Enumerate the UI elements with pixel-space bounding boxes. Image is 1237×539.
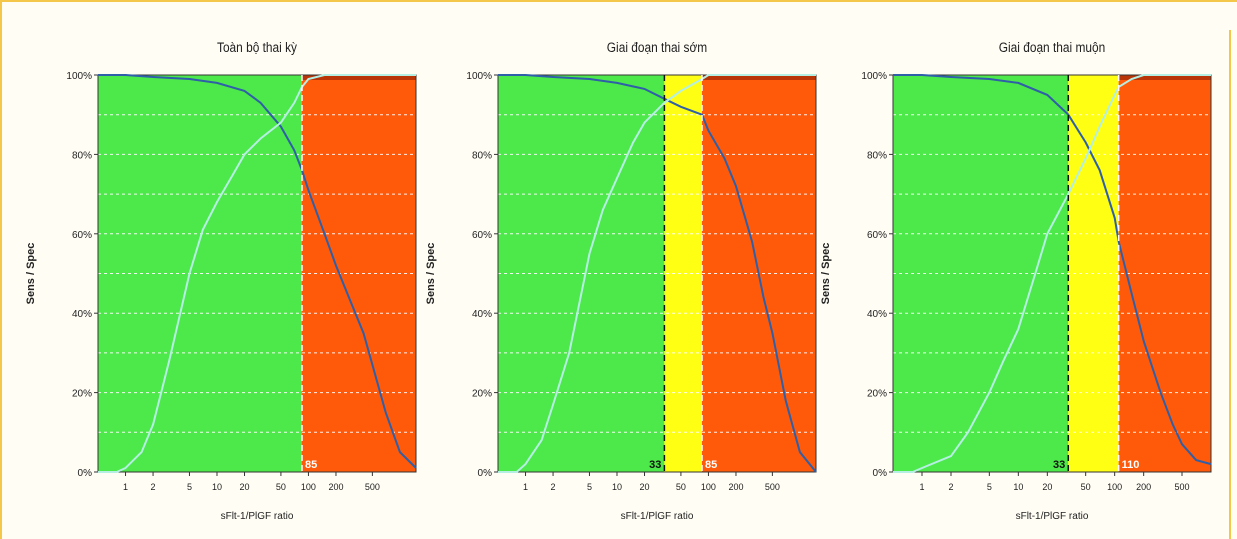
y-tick-label: 80% xyxy=(72,150,92,161)
chart-title: Giai đoạn thai muộn xyxy=(999,39,1105,55)
x-tick-label: 2 xyxy=(948,482,953,492)
x-tick-label: 200 xyxy=(1136,482,1151,492)
zone-top-shade xyxy=(1118,75,1211,80)
x-tick-label: 100 xyxy=(701,482,716,492)
x-tick-label: 1 xyxy=(523,482,528,492)
x-axis-label: sFlt-1/PlGF ratio xyxy=(621,511,694,522)
y-tick-label: 20% xyxy=(867,389,887,400)
x-tick-label: 100 xyxy=(301,482,316,492)
y-tick-label: 60% xyxy=(72,230,92,241)
x-tick-label: 1 xyxy=(919,482,924,492)
y-tick-label: 40% xyxy=(867,309,887,320)
x-tick-label: 500 xyxy=(1174,482,1189,492)
y-tick-label: 40% xyxy=(472,309,492,320)
zone-top-shade xyxy=(701,75,816,80)
x-tick-label: 1 xyxy=(123,482,128,492)
chart-title: Toàn bộ thai kỳ xyxy=(217,39,297,55)
chart-panel-1: Toàn bộ thai kỳ 85 0% 20% 40% 60% 80% 100% 1 2 5 10… xyxy=(25,39,417,522)
y-tick-label: 100% xyxy=(861,71,887,82)
x-tick-label: 20 xyxy=(240,482,250,492)
x-tick-label: 5 xyxy=(587,482,592,492)
x-tick-label: 100 xyxy=(1107,482,1122,492)
x-tick-label: 10 xyxy=(212,482,222,492)
x-tick-label: 5 xyxy=(187,482,192,492)
zone-2 xyxy=(664,75,702,472)
cutoff-label: 85 xyxy=(305,459,317,471)
cutoff-label: 110 xyxy=(1122,459,1140,471)
series-line-2 xyxy=(98,74,416,473)
x-tick-label: 2 xyxy=(551,482,556,492)
cutoff-label: 33 xyxy=(649,459,661,471)
x-tick-label: 10 xyxy=(612,482,622,492)
series-line-2 xyxy=(893,74,1211,473)
y-tick-label: 0% xyxy=(478,468,493,479)
y-tick-label: 40% xyxy=(72,309,92,320)
y-tick-label: 20% xyxy=(472,389,492,400)
y-tick-label: 0% xyxy=(873,468,888,479)
x-tick-label: 20 xyxy=(640,482,650,492)
y-tick-label: 80% xyxy=(867,150,887,161)
series-line-1 xyxy=(893,74,1212,466)
y-tick-label: 80% xyxy=(472,150,492,161)
plot-border xyxy=(892,74,1212,473)
y-tick-label: 100% xyxy=(466,71,492,82)
y-axis-label: Sens / Spec xyxy=(425,243,437,305)
y-tick-label: 60% xyxy=(472,230,492,241)
cutoff-label: 85 xyxy=(705,459,717,471)
plot-border xyxy=(97,74,417,473)
y-tick-label: 60% xyxy=(867,230,887,241)
y-tick-label: 0% xyxy=(78,468,93,479)
y-axis-label: Sens / Spec xyxy=(820,243,832,305)
figure: Toàn bộ thai kỳ 85 0% 20% 40% 60% 80% 100% 1 2 5 10… xyxy=(18,22,1218,532)
series-line-1 xyxy=(498,74,817,473)
y-axis-label: Sens / Spec xyxy=(25,243,37,305)
y-tick-label: 20% xyxy=(72,389,92,400)
x-tick-label: 20 xyxy=(1042,482,1052,492)
x-tick-label: 500 xyxy=(365,482,380,492)
x-tick-label: 50 xyxy=(676,482,686,492)
x-tick-label: 50 xyxy=(276,482,286,492)
x-tick-label: 2 xyxy=(151,482,156,492)
x-tick-label: 50 xyxy=(1081,482,1091,492)
frame-right-border xyxy=(1229,30,1231,539)
x-tick-label: 200 xyxy=(328,482,343,492)
plot-border xyxy=(497,74,817,473)
cutoff-label: 33 xyxy=(1053,459,1065,471)
x-axis-label: sFlt-1/PlGF ratio xyxy=(1016,511,1089,522)
y-tick-label: 100% xyxy=(66,71,92,82)
chart-panel-2: Giai đoạn thai sớm 33 85 0% 20% 40% 60% 80% 100%… xyxy=(425,39,817,522)
series-line-2 xyxy=(498,74,816,473)
x-tick-label: 500 xyxy=(765,482,780,492)
x-tick-label: 200 xyxy=(728,482,743,492)
x-tick-label: 5 xyxy=(987,482,992,492)
chart-title: Giai đoạn thai sớm xyxy=(607,39,707,55)
zone-top-shade xyxy=(301,75,416,80)
x-axis-label: sFlt-1/PlGF ratio xyxy=(221,511,294,522)
x-tick-label: 10 xyxy=(1013,482,1023,492)
